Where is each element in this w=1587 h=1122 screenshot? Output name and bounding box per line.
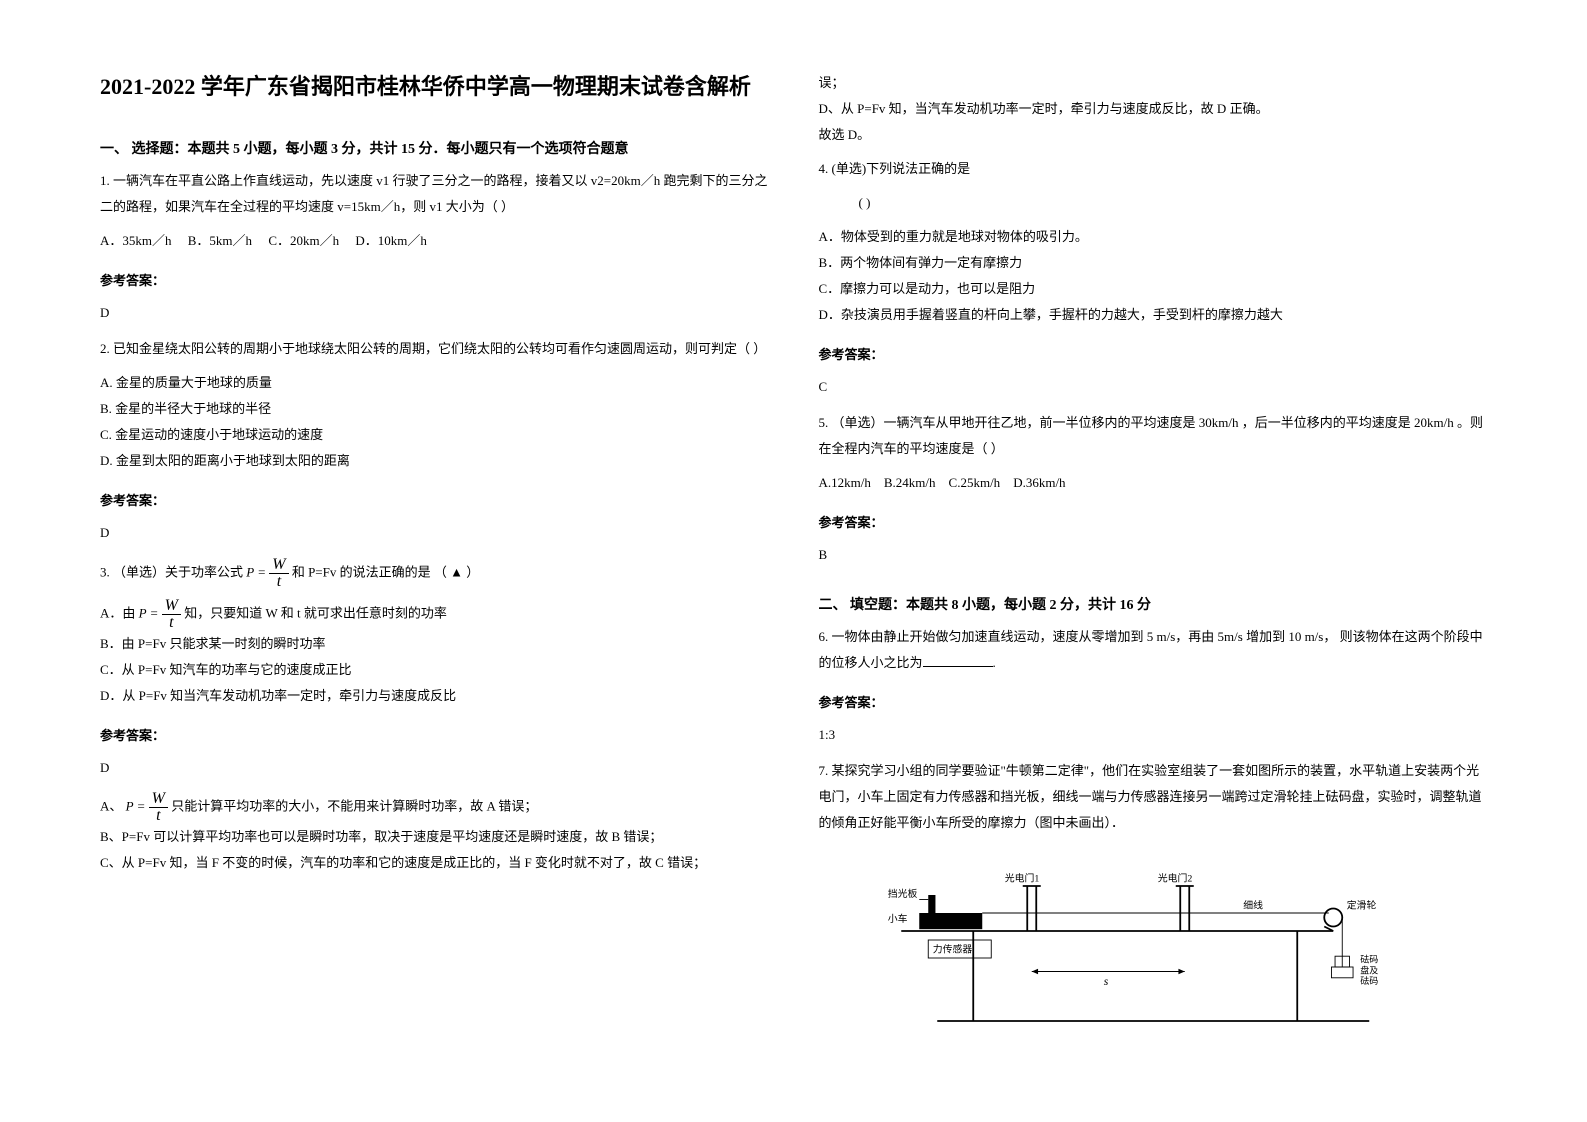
q3-expC: C、从 P=Fv 知，当 F 不变的时候，汽车的功率和它的速度是成正比的，当 F… xyxy=(100,850,769,876)
q2-options: A. 金星的质量大于地球的质量 B. 金星的半径大于地球的半径 C. 金星运动的… xyxy=(100,370,769,474)
q5-optB: B.24km/h xyxy=(884,475,936,490)
label-guangdianmen2: 光电门2 xyxy=(1157,872,1192,885)
section2-header: 二、 填空题：本题共 8 小题，每小题 2 分，共计 16 分 xyxy=(819,594,1488,614)
q3-answer-label: 参考答案： xyxy=(100,725,769,744)
q1-optB: B．5km／h xyxy=(188,233,252,248)
q3-explanation: A、 P = Wt 只能计算平均功率的大小，不能用来计算瞬时功率，故 A 错误；… xyxy=(100,791,769,876)
q3-optA-p1: A．由 xyxy=(100,605,139,620)
q3-optA-p2: 知，只要知道 W 和 t 就可求出任意时刻的功率 xyxy=(184,605,447,620)
q4-answer: C xyxy=(819,375,1488,398)
q1-text: 1. 一辆汽车在平直公路上作直线运动，先以速度 v1 行驶了三分之一的路程，接着… xyxy=(100,173,767,214)
question-7: 7. 某探究学习小组的同学要验证"牛顿第二定律"，他们在实验室组装了一套如图所示… xyxy=(819,758,1488,836)
right-column: 误； D、从 P=Fv 知，当汽车发动机功率一定时，牵引力与速度成反比，故 D … xyxy=(819,70,1488,1052)
label-dangguangban: 挡光板 xyxy=(887,887,917,900)
label-fama3: 砝码 xyxy=(1360,975,1378,986)
q3-expA-p1: A、 xyxy=(100,799,122,814)
q3-text-part1: 3. （单选）关于功率公式 xyxy=(100,564,243,579)
formula-pwt-2: P = Wt xyxy=(139,598,181,631)
q5-answer: B xyxy=(819,543,1488,566)
q6-text-p2: . xyxy=(993,655,996,670)
q3-expB: B、P=Fv 可以计算平均功率也可以是瞬时功率，取决于速度是平均速度还是瞬时速度… xyxy=(100,824,769,850)
label-s: s xyxy=(1103,975,1108,988)
q4-optB: B．两个物体间有弹力一定有摩擦力 xyxy=(819,250,1488,276)
q3-optD: D．从 P=Fv 知当汽车发动机功率一定时，牵引力与速度成反比 xyxy=(100,683,769,709)
q6-text-p1: 6. 一物体由静止开始做匀加速直线运动，速度从零增加到 5 m/s，再由 5m/… xyxy=(819,629,1483,670)
q1-optA: A．35km／h xyxy=(100,233,172,248)
label-fama: 砝码 xyxy=(1360,954,1378,965)
q4-paren: ( ) xyxy=(819,190,1488,216)
q6-answer: 1:3 xyxy=(819,723,1488,746)
q5-options: A.12km/h B.24km/h C.25km/h D.36km/h xyxy=(819,470,1488,496)
formula-pwt-3: P = Wt xyxy=(126,791,168,824)
q2-optC: C. 金星运动的速度小于地球运动的速度 xyxy=(100,422,769,448)
q6-answer-label: 参考答案： xyxy=(819,692,1488,711)
label-xiaoche: 小车 xyxy=(887,912,907,925)
blank-line xyxy=(923,666,993,667)
q1-optD: D．10km／h xyxy=(355,233,427,248)
formula-pwt-1: P = Wt xyxy=(246,557,288,590)
q2-answer: D xyxy=(100,521,769,544)
q5-optA: A.12km/h xyxy=(819,475,871,490)
q5-answer-label: 参考答案： xyxy=(819,512,1488,531)
q3-expD: D、从 P=Fv 知，当汽车发动机功率一定时，牵引力与速度成反比，故 D 正确。 xyxy=(819,96,1488,122)
q3-continuation: 误； D、从 P=Fv 知，当汽车发动机功率一定时，牵引力与速度成反比，故 D … xyxy=(819,70,1488,148)
q3-optC: C．从 P=Fv 知汽车的功率与它的速度成正比 xyxy=(100,657,769,683)
q2-optD: D. 金星到太阳的距离小于地球到太阳的距离 xyxy=(100,448,769,474)
section1-header: 一、 选择题：本题共 5 小题，每小题 3 分，共计 15 分．每小题只有一个选… xyxy=(100,138,769,158)
q3-optA: A．由 P = Wt 知，只要知道 W 和 t 就可求出任意时刻的功率 xyxy=(100,598,769,631)
q3-expC-cont: 误； xyxy=(819,70,1488,96)
question-6: 6. 一物体由静止开始做匀加速直线运动，速度从零增加到 5 m/s，再由 5m/… xyxy=(819,624,1488,676)
label-xixian: 细线 xyxy=(1243,899,1263,912)
question-2: 2. 已知金星绕太阳公转的周期小于地球绕太阳公转的周期，它们绕太阳的公转均可看作… xyxy=(100,336,769,362)
question-5: 5. （单选）一辆汽车从甲地开往乙地，前一半位移内的平均速度是 30km/h ，… xyxy=(819,410,1488,462)
experiment-diagram: 挡光板 小车 力传感器 光电门1 光电门2 细线 s 定滑轮 砝码 盘及 砝码 xyxy=(819,859,1488,1039)
q3-options: A．由 P = Wt 知，只要知道 W 和 t 就可求出任意时刻的功率 B．由 … xyxy=(100,598,769,709)
left-column: 2021-2022 学年广东省揭阳市桂林华侨中学高一物理期末试卷含解析 一、 选… xyxy=(100,70,769,1052)
q4-answer-label: 参考答案： xyxy=(819,344,1488,363)
q3-optB: B．由 P=Fv 只能求某一时刻的瞬时功率 xyxy=(100,631,769,657)
q2-optA: A. 金星的质量大于地球的质量 xyxy=(100,370,769,396)
q2-text: 2. 已知金星绕太阳公转的周期小于地球绕太阳公转的周期，它们绕太阳的公转均可看作… xyxy=(100,341,766,356)
label-fama2: 盘及 xyxy=(1360,964,1378,975)
q3-answer: D xyxy=(100,756,769,779)
q1-answer: D xyxy=(100,301,769,324)
q3-expA: A、 P = Wt 只能计算平均功率的大小，不能用来计算瞬时功率，故 A 错误； xyxy=(100,791,769,824)
q3-expA-p2: 只能计算平均功率的大小，不能用来计算瞬时功率，故 A 错误； xyxy=(171,799,537,814)
q4-options: A．物体受到的重力就是地球对物体的吸引力。 B．两个物体间有弹力一定有摩擦力 C… xyxy=(819,224,1488,328)
label-dinghualun: 定滑轮 xyxy=(1346,899,1376,912)
q7-text: 7. 某探究学习小组的同学要验证"牛顿第二定律"，他们在实验室组装了一套如图所示… xyxy=(819,763,1482,830)
q1-answer-label: 参考答案： xyxy=(100,270,769,289)
q4-optC: C．摩擦力可以是动力，也可以是阻力 xyxy=(819,276,1488,302)
q3-conclusion: 故选 D。 xyxy=(819,122,1488,148)
q1-optC: C．20km／h xyxy=(268,233,339,248)
label-lichuanganqi: 力传感器 xyxy=(932,943,972,956)
question-4: 4. (单选)下列说法正确的是 xyxy=(819,156,1488,182)
document-title: 2021-2022 学年广东省揭阳市桂林华侨中学高一物理期末试卷含解析 xyxy=(100,70,769,103)
label-guangdianmen1: 光电门1 xyxy=(1004,872,1039,885)
question-1: 1. 一辆汽车在平直公路上作直线运动，先以速度 v1 行驶了三分之一的路程，接着… xyxy=(100,168,769,220)
q4-text: 4. (单选)下列说法正确的是 xyxy=(819,161,971,176)
q4-optD: D．杂技演员用手握着竖直的杆向上攀，手握杆的力越大，手受到杆的摩擦力越大 xyxy=(819,302,1488,328)
q1-options: A．35km／h B．5km／h C．20km／h D．10km／h xyxy=(100,228,769,254)
q2-answer-label: 参考答案： xyxy=(100,490,769,509)
q4-optA: A．物体受到的重力就是地球对物体的吸引力。 xyxy=(819,224,1488,250)
q5-text: 5. （单选）一辆汽车从甲地开往乙地，前一半位移内的平均速度是 30km/h ，… xyxy=(819,415,1483,456)
q5-optD: D.36km/h xyxy=(1013,475,1065,490)
q5-optC: C.25km/h xyxy=(949,475,1001,490)
q3-text-part2: 和 P=Fv 的说法正确的是 （ ▲ ） xyxy=(292,564,479,579)
q2-optB: B. 金星的半径大于地球的半径 xyxy=(100,396,769,422)
question-3: 3. （单选）关于功率公式 P = Wt 和 P=Fv 的说法正确的是 （ ▲ … xyxy=(100,557,769,590)
